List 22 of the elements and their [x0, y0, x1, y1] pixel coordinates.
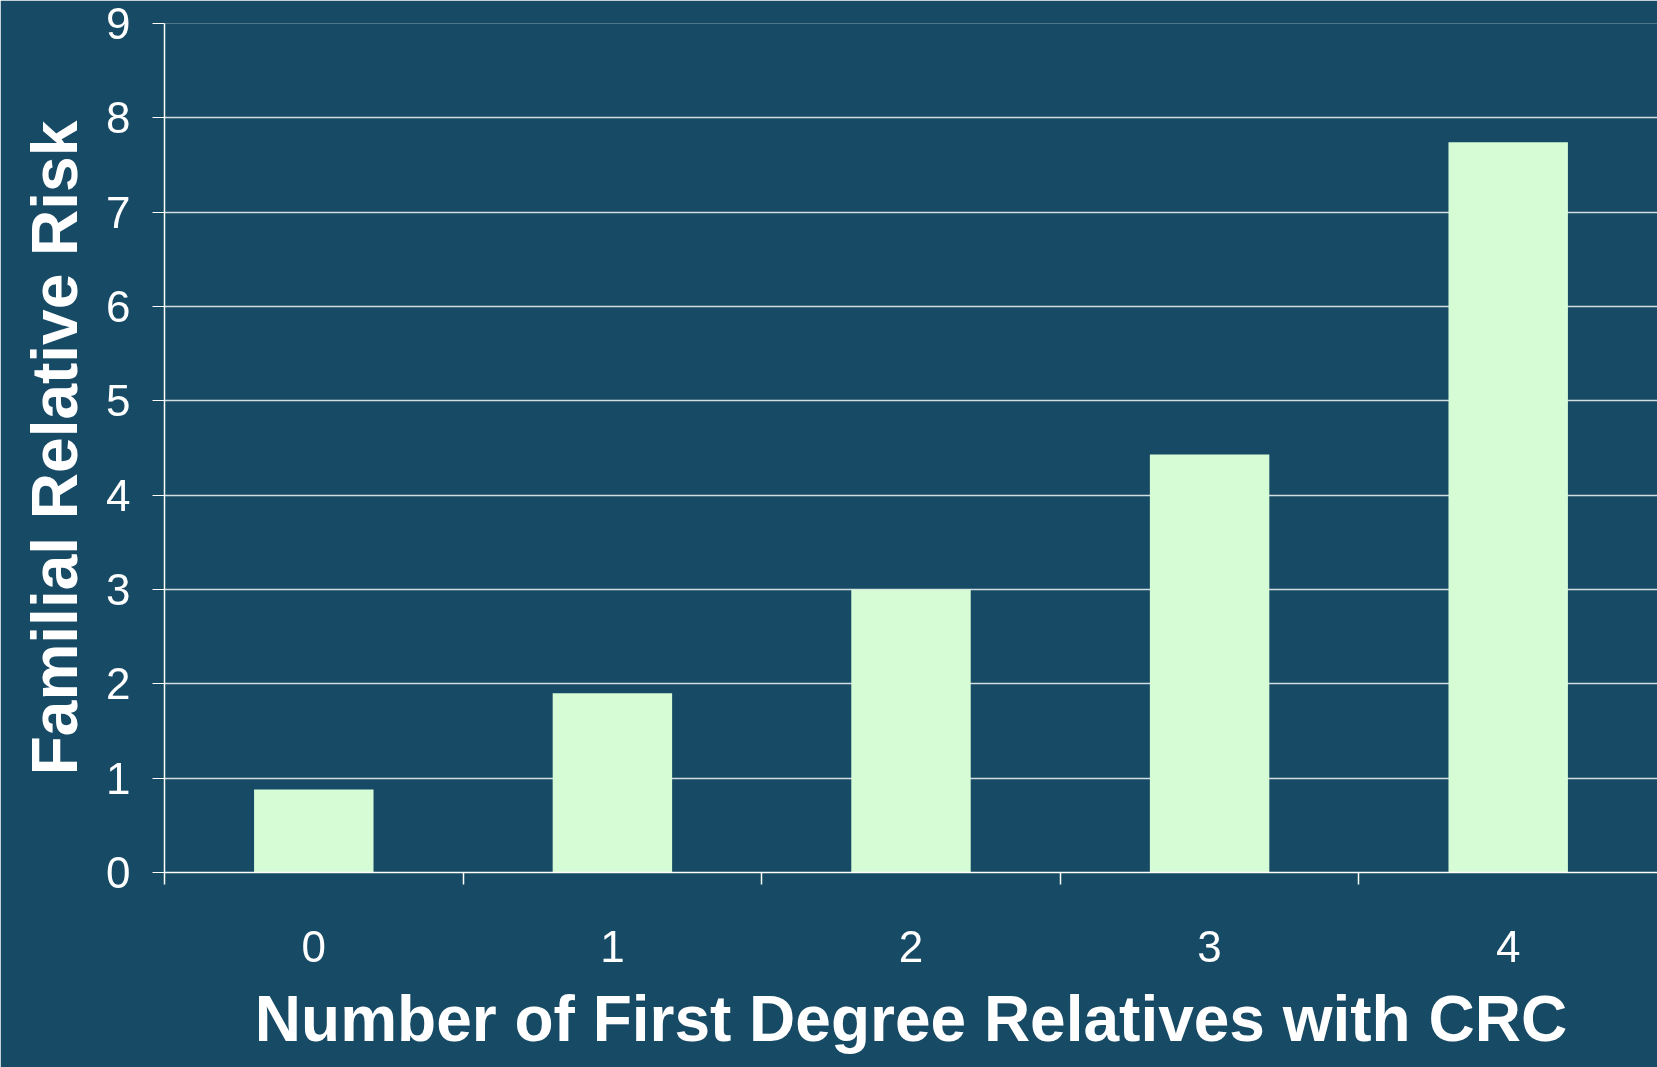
- y-tick-label: 8: [106, 93, 131, 143]
- y-tick-label: 6: [106, 282, 131, 331]
- bar: [851, 589, 971, 873]
- y-tick-label: 9: [106, 0, 131, 48]
- x-tick-label: 1: [600, 921, 625, 971]
- x-tick-label: 2: [898, 921, 924, 971]
- y-tick-label: 3: [106, 565, 131, 614]
- bar: [1448, 142, 1568, 873]
- y-tick-label: 5: [106, 376, 131, 426]
- x-axis-title: Number of First Degree Relatives with CRC: [254, 982, 1568, 1055]
- y-tick-label: 7: [106, 187, 131, 237]
- bar: [552, 693, 673, 873]
- y-tick-label: 2: [106, 659, 131, 709]
- y-axis-title: Familial Relative Risk: [19, 120, 92, 776]
- x-tick-label: 4: [1495, 921, 1521, 971]
- y-tick-label: 1: [106, 753, 131, 803]
- bar: [1149, 454, 1270, 873]
- x-tick-label: 3: [1197, 921, 1222, 971]
- y-tick-label: 0: [106, 848, 131, 897]
- bar: [254, 789, 374, 873]
- x-tick-label: 0: [301, 921, 327, 971]
- y-tick-label: 4: [106, 470, 131, 520]
